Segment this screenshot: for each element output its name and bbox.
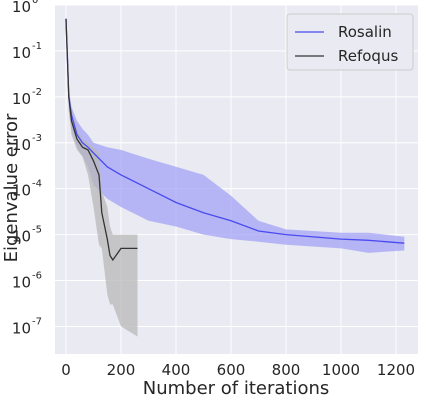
x-tick-labels: 0 200 400 600 800 1000 1200 bbox=[61, 361, 415, 379]
y-tick-label: 10 -1 bbox=[12, 41, 42, 62]
band-rosalin bbox=[66, 15, 405, 253]
y-tick-label: 10 -5 bbox=[12, 225, 42, 246]
x-tick-label: 400 bbox=[162, 361, 191, 379]
y-tick-label: 10 -3 bbox=[12, 133, 42, 154]
y-axis-label: Eigenvalue error bbox=[1, 113, 22, 262]
y-tick-exponent: -2 bbox=[32, 87, 42, 98]
y-tick-label: 10 -4 bbox=[12, 179, 42, 200]
confidence-bands bbox=[66, 15, 405, 337]
x-tick-label: 800 bbox=[272, 361, 301, 379]
x-axis-label: Number of iterations bbox=[143, 378, 330, 399]
y-tick-base: 10 bbox=[12, 182, 31, 200]
y-tick-label: 10 -6 bbox=[12, 271, 42, 292]
y-tick-exponent: -4 bbox=[32, 179, 42, 190]
x-tick-label: 0 bbox=[61, 361, 71, 379]
y-tick-base: 10 bbox=[12, 228, 31, 246]
legend: Rosalin Refoqus bbox=[286, 13, 414, 71]
y-tick-exponent: 0 bbox=[32, 0, 38, 6]
y-tick-base: 10 bbox=[12, 136, 31, 154]
x-tick-label: 600 bbox=[217, 361, 246, 379]
y-tick-exponent: -3 bbox=[32, 133, 42, 144]
y-tick-base: 10 bbox=[12, 319, 31, 337]
y-tick-base: 10 bbox=[12, 44, 31, 62]
band-refoqus bbox=[66, 15, 138, 337]
legend-label-refoqus: Refoqus bbox=[338, 47, 398, 65]
y-tick-exponent: -5 bbox=[32, 225, 42, 236]
y-tick-base: 10 bbox=[12, 274, 31, 292]
x-tick-label: 1200 bbox=[377, 361, 415, 379]
line-rosalin bbox=[65, 18, 405, 244]
legend-label-rosalin: Rosalin bbox=[338, 23, 392, 41]
line-refoqus bbox=[65, 18, 138, 262]
x-tick-label: 1000 bbox=[322, 361, 360, 379]
y-tick-base: 10 bbox=[12, 0, 31, 16]
y-tick-exponent: -7 bbox=[32, 316, 42, 327]
grid-lines bbox=[55, 4, 418, 354]
x-tick-label: 200 bbox=[107, 361, 136, 379]
y-tick-label: 10 0 bbox=[12, 0, 38, 16]
y-tick-exponent: -6 bbox=[32, 271, 42, 282]
y-tick-exponent: -1 bbox=[32, 41, 42, 52]
y-tick-label: 10 -2 bbox=[12, 87, 42, 108]
y-tick-label: 10 -7 bbox=[12, 316, 42, 337]
series-lines bbox=[65, 18, 405, 262]
y-tick-base: 10 bbox=[12, 90, 31, 108]
